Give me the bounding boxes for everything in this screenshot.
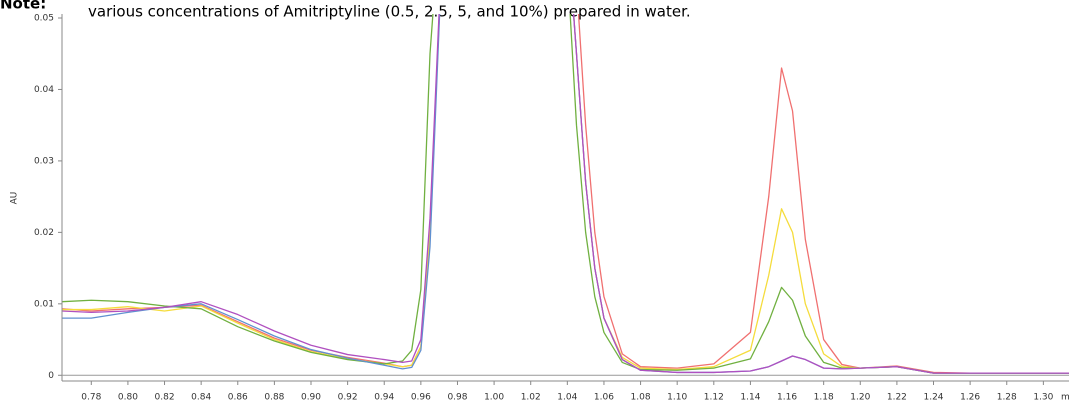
x-tick-label: 0.90	[301, 393, 321, 403]
trace-line	[62, 14, 1069, 374]
x-tick-label: 0.94	[374, 393, 394, 403]
y-tick-label: 0.01	[34, 299, 54, 309]
x-tick-label: 0.98	[447, 393, 467, 403]
x-tick-label: 1.26	[960, 393, 980, 403]
y-tick-label: 0.04	[34, 85, 54, 95]
y-axis-label: AU	[10, 192, 20, 205]
x-tick-label: 0.84	[191, 393, 211, 403]
x-tick-label: 1.06	[594, 393, 614, 403]
x-tick-label: 0.88	[264, 393, 284, 403]
x-tick-label: 1.28	[997, 393, 1017, 403]
x-tick-label: 1.16	[777, 393, 797, 403]
x-tick-label: 0.82	[155, 393, 175, 403]
x-tick-label: 1.20	[850, 393, 870, 403]
note-label: Note:	[0, 0, 46, 13]
x-tick-label: 1.24	[923, 393, 943, 403]
x-axis-label: m	[1061, 393, 1069, 403]
x-tick-label: 0.92	[338, 393, 358, 403]
trace-line	[62, 14, 1069, 374]
y-tick-label: 0	[48, 371, 54, 381]
x-tick-label: 0.80	[118, 393, 138, 403]
caption: various concentrations of Amitriptyline …	[88, 3, 691, 21]
x-tick-label: 0.86	[228, 393, 248, 403]
x-tick-label: 1.12	[704, 393, 724, 403]
x-tick-label: 0.78	[81, 393, 101, 403]
x-tick-label: 1.14	[740, 393, 760, 403]
x-tick-label: 0.96	[411, 393, 431, 403]
x-tick-label: 1.22	[887, 393, 907, 403]
x-tick-label: 1.04	[557, 393, 577, 403]
x-tick-label: 1.10	[667, 393, 687, 403]
y-tick-label: 0.03	[34, 156, 54, 166]
trace-line	[62, 14, 1069, 374]
trace-line	[62, 14, 1069, 374]
y-tick-label: 0.05	[34, 14, 54, 24]
x-tick-label: 1.18	[814, 393, 834, 403]
x-tick-label: 1.30	[1033, 393, 1053, 403]
y-tick-label: 0.02	[34, 228, 54, 238]
trace-line	[62, 14, 1069, 374]
x-tick-label: 1.00	[484, 393, 504, 403]
x-tick-label: 1.02	[521, 393, 541, 403]
x-tick-label: 1.08	[631, 393, 651, 403]
